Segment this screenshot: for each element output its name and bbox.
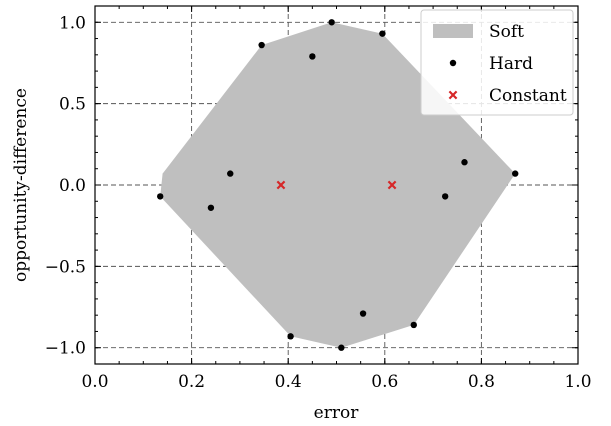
hard-point xyxy=(359,310,367,317)
x-tick-label: 0.8 xyxy=(468,372,495,392)
y-tick-label: 1.0 xyxy=(59,13,86,33)
x-tick-label: 1.0 xyxy=(564,372,591,392)
legend-label: Constant xyxy=(489,86,567,106)
legend-label: Soft xyxy=(489,22,524,42)
x-axis-label: error xyxy=(314,403,360,423)
legend: Soft Hard Constant xyxy=(420,9,574,116)
hard-point xyxy=(207,204,215,211)
y-axis-label: opportunity-difference xyxy=(11,88,31,282)
hard-point xyxy=(227,170,234,177)
constant-point xyxy=(387,180,397,190)
x-tick-labels: 0.0 0.2 0.4 0.6 0.8 1.0 xyxy=(81,372,591,392)
hard-point xyxy=(379,30,386,37)
legend-marker-hard xyxy=(449,59,457,67)
hard-point xyxy=(258,41,265,49)
hard-point xyxy=(410,321,417,329)
hard-point xyxy=(338,344,345,351)
legend-swatch-soft xyxy=(433,24,473,38)
y-tick-label: 0.0 xyxy=(59,176,86,196)
hard-point xyxy=(157,193,164,200)
points-layer xyxy=(157,19,519,351)
legend-marker-constant xyxy=(448,90,458,100)
y-tick-label: −0.5 xyxy=(45,257,86,277)
y-tick-labels: −1.0 −0.5 0.0 0.5 1.0 xyxy=(45,13,86,358)
hard-point xyxy=(287,333,294,340)
hard-point xyxy=(441,193,449,200)
constant-point xyxy=(276,180,286,190)
x-tick-label: 0.4 xyxy=(275,372,302,392)
x-tick-label: 0.6 xyxy=(371,372,398,392)
hard-point xyxy=(328,19,335,26)
hard-point xyxy=(461,159,468,166)
x-tick-label: 0.2 xyxy=(178,372,205,392)
hard-point xyxy=(309,53,316,60)
hard-point xyxy=(512,170,519,177)
legend-label: Hard xyxy=(489,54,533,74)
y-tick-label: −1.0 xyxy=(45,339,86,359)
x-tick-label: 0.0 xyxy=(81,372,108,392)
y-tick-label: 0.5 xyxy=(59,95,86,115)
